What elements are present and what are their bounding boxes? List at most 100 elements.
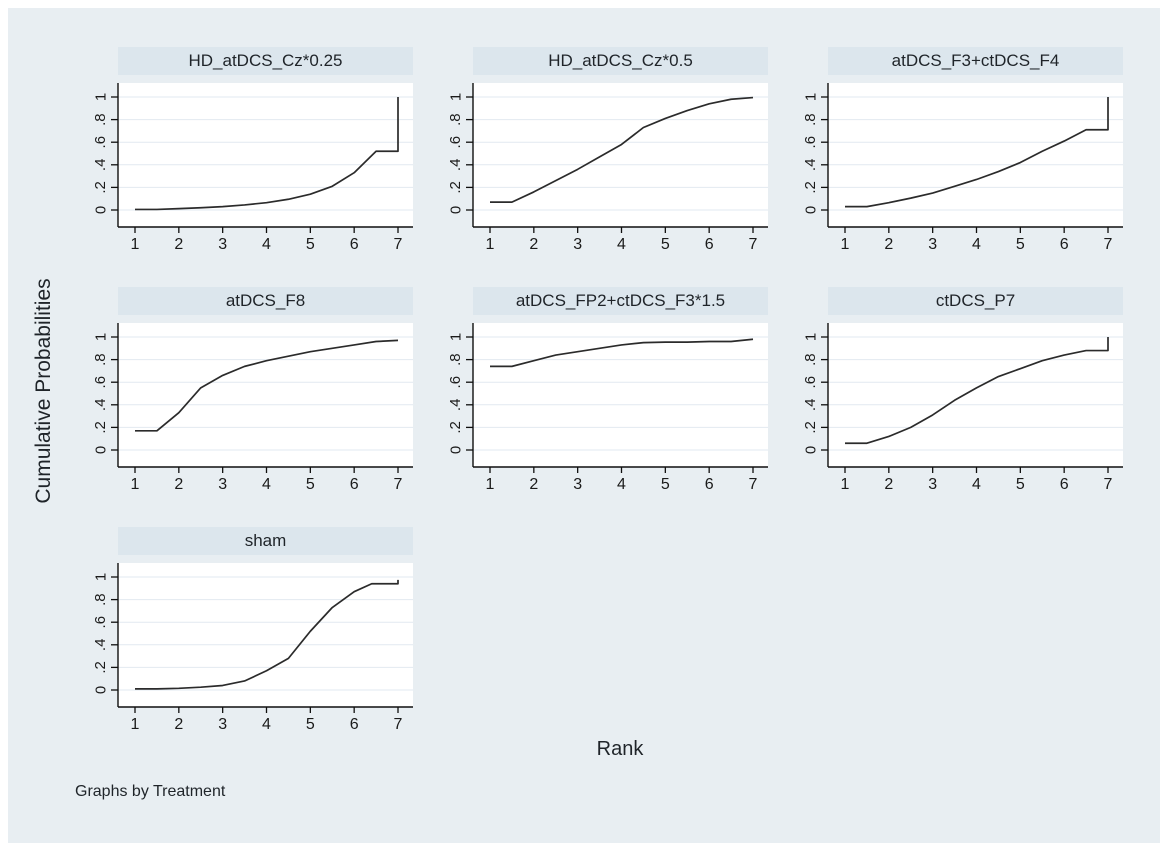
- svg-text:0: 0: [92, 446, 109, 454]
- panel-hd-atdcs-cz-x025: HD_atDCS_Cz*0.25 0 .2 .4 .6 .8 1 1 2 3 4 5 6 7: [78, 47, 413, 257]
- svg-text:7: 7: [1104, 476, 1113, 493]
- svg-text:1: 1: [447, 333, 464, 341]
- svg-text:.6: .6: [447, 136, 464, 149]
- panel-title-bar: HD_atDCS_Cz*0.25: [118, 47, 413, 75]
- svg-text:.2: .2: [92, 181, 109, 194]
- svg-text:3: 3: [573, 476, 582, 493]
- svg-text:2: 2: [529, 476, 538, 493]
- svg-text:.8: .8: [802, 353, 819, 366]
- svg-text:1: 1: [486, 476, 495, 493]
- svg-text:.6: .6: [447, 376, 464, 389]
- svg-text:1: 1: [447, 93, 464, 101]
- svg-text:6: 6: [1060, 236, 1069, 253]
- svg-text:1: 1: [131, 716, 140, 733]
- svg-text:.6: .6: [92, 136, 109, 149]
- svg-text:2: 2: [884, 236, 893, 253]
- svg-text:1: 1: [92, 93, 109, 101]
- svg-text:7: 7: [394, 236, 403, 253]
- svg-text:3: 3: [928, 236, 937, 253]
- svg-text:1: 1: [92, 573, 109, 581]
- svg-text:0: 0: [802, 446, 819, 454]
- svg-text:7: 7: [1104, 236, 1113, 253]
- svg-text:.4: .4: [447, 399, 464, 412]
- plot-atdcs-fp2-ctdcs-f3-x15: 0 .2 .4 .6 .8 1 1 2 3 4 5 6 7: [447, 323, 768, 493]
- svg-text:0: 0: [802, 206, 819, 214]
- svg-text:3: 3: [573, 236, 582, 253]
- svg-text:.8: .8: [92, 113, 109, 126]
- svg-text:5: 5: [306, 476, 315, 493]
- svg-text:7: 7: [749, 476, 758, 493]
- svg-text:.4: .4: [92, 159, 109, 172]
- svg-text:0: 0: [92, 686, 109, 694]
- by-graph-note: Graphs by Treatment: [75, 783, 226, 800]
- svg-text:.2: .2: [447, 181, 464, 194]
- svg-text:4: 4: [617, 236, 626, 253]
- svg-text:2: 2: [884, 476, 893, 493]
- svg-text:6: 6: [705, 476, 714, 493]
- svg-text:6: 6: [350, 236, 359, 253]
- svg-text:1: 1: [841, 236, 850, 253]
- plot-atdcs-f8: 0 .2 .4 .6 .8 1 1 2 3 4 5 6 7: [92, 323, 413, 493]
- plot-atdcs-f3-ctdcs-f4: 0 .2 .4 .6 .8 1 1 2 3 4 5 6 7: [802, 83, 1123, 253]
- svg-text:1: 1: [486, 236, 495, 253]
- svg-text:2: 2: [529, 236, 538, 253]
- svg-text:2: 2: [174, 236, 183, 253]
- panel-title-bar: sham: [118, 527, 413, 555]
- svg-text:0: 0: [447, 206, 464, 214]
- panel-title-bar: ctDCS_P7: [828, 287, 1123, 315]
- plot-hd-atdcs-cz-x05: 0 .2 .4 .6 .8 1 1 2 3 4 5 6 7: [447, 83, 768, 253]
- svg-text:6: 6: [705, 236, 714, 253]
- svg-text:.8: .8: [92, 593, 109, 606]
- svg-text:.2: .2: [802, 421, 819, 434]
- svg-text:.2: .2: [447, 421, 464, 434]
- svg-text:3: 3: [928, 476, 937, 493]
- svg-text:.8: .8: [802, 113, 819, 126]
- svg-text:5: 5: [661, 476, 670, 493]
- svg-text:3: 3: [218, 716, 227, 733]
- svg-text:.6: .6: [92, 376, 109, 389]
- svg-text:5: 5: [1016, 476, 1025, 493]
- svg-text:1: 1: [841, 476, 850, 493]
- svg-text:3: 3: [218, 476, 227, 493]
- svg-text:1: 1: [131, 236, 140, 253]
- svg-text:.4: .4: [92, 399, 109, 412]
- svg-text:2: 2: [174, 476, 183, 493]
- svg-text:2: 2: [174, 716, 183, 733]
- panel-sham: sham 0 .2 .4 .6 .8 1 1 2 3 4 5 6 7: [78, 527, 413, 737]
- svg-text:1: 1: [802, 93, 819, 101]
- svg-text:4: 4: [262, 716, 271, 733]
- svg-text:4: 4: [262, 476, 271, 493]
- svg-text:0: 0: [92, 206, 109, 214]
- plot-hd-atdcs-cz-x025: 0 .2 .4 .6 .8 1 1 2 3 4 5 6 7: [92, 83, 413, 253]
- svg-text:4: 4: [972, 236, 981, 253]
- svg-text:7: 7: [749, 236, 758, 253]
- svg-text:1: 1: [92, 333, 109, 341]
- svg-text:.4: .4: [447, 159, 464, 172]
- panel-title-bar: atDCS_FP2+ctDCS_F3*1.5: [473, 287, 768, 315]
- panel-ctdcs-p7: ctDCS_P7 0 .2 .4 .6 .8 1 1 2 3 4 5 6 7: [788, 287, 1123, 497]
- svg-text:.8: .8: [447, 353, 464, 366]
- panel-hd-atdcs-cz-x05: HD_atDCS_Cz*0.5 0 .2 .4 .6 .8 1 1 2 3 4 5 6 7: [433, 47, 768, 257]
- plot-ctdcs-p7: 0 .2 .4 .6 .8 1 1 2 3 4 5 6 7: [802, 323, 1123, 493]
- svg-text:.4: .4: [802, 159, 819, 172]
- svg-text:7: 7: [394, 716, 403, 733]
- svg-text:5: 5: [306, 716, 315, 733]
- y-axis-title: Cumulative Probabilities: [32, 278, 55, 504]
- panel-title-bar: atDCS_F3+ctDCS_F4: [828, 47, 1123, 75]
- svg-text:.2: .2: [92, 661, 109, 674]
- svg-text:.2: .2: [802, 181, 819, 194]
- panel-atdcs-fp2-ctdcs-f3-x15: atDCS_FP2+ctDCS_F3*1.5 0 .2 .4 .6 .8 1 1 2 3 4 5 6 7: [433, 287, 768, 497]
- svg-text:.2: .2: [92, 421, 109, 434]
- svg-text:6: 6: [1060, 476, 1069, 493]
- svg-text:7: 7: [394, 476, 403, 493]
- svg-text:5: 5: [661, 236, 670, 253]
- svg-text:.8: .8: [447, 113, 464, 126]
- svg-text:0: 0: [447, 446, 464, 454]
- panel-atdcs-f3-ctdcs-f4: atDCS_F3+ctDCS_F4 0 .2 .4 .6 .8 1 1 2 3 4 5 6 7: [788, 47, 1123, 257]
- svg-text:.4: .4: [802, 399, 819, 412]
- svg-text:5: 5: [1016, 236, 1025, 253]
- svg-text:4: 4: [617, 476, 626, 493]
- svg-text:3: 3: [218, 236, 227, 253]
- svg-text:.6: .6: [92, 616, 109, 629]
